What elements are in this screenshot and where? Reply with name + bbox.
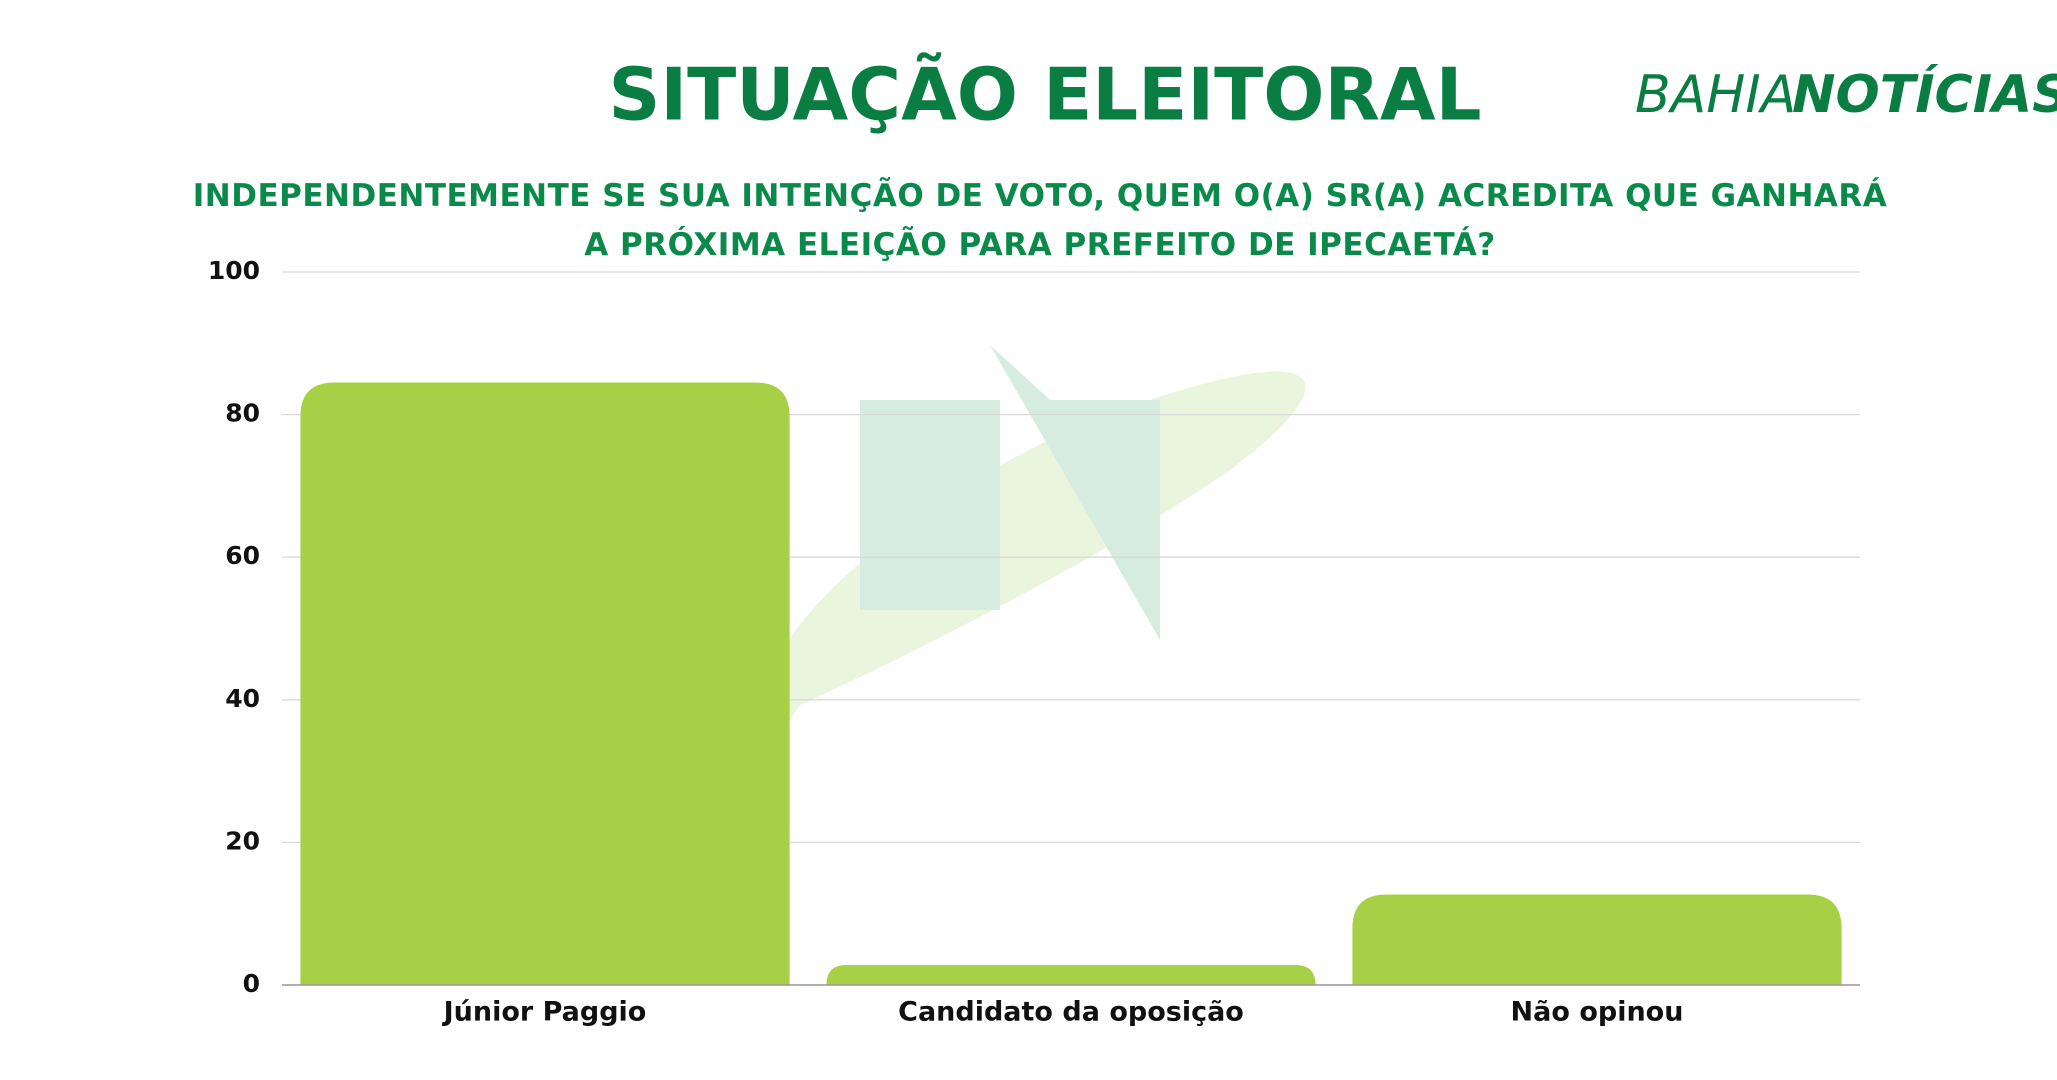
- bar: [826, 965, 1316, 985]
- brand-first: BAHIA: [1635, 65, 1796, 125]
- watermark: [768, 345, 1306, 720]
- y-tick-label: 20: [225, 826, 260, 855]
- chart-title: SITUAÇÃO ELEITORAL: [609, 53, 1482, 137]
- y-tick-label: 60: [225, 541, 260, 570]
- y-tick-label: 40: [225, 684, 260, 713]
- bar: [1352, 894, 1842, 985]
- bar: [300, 382, 790, 985]
- y-tick-label: 80: [225, 399, 260, 428]
- y-tick-label: 0: [243, 969, 260, 998]
- brand-second: NOTÍCIAS: [1792, 64, 2057, 125]
- x-tick-label: Candidato da oposição: [898, 997, 1244, 1028]
- watermark-swoosh: [768, 371, 1306, 720]
- y-tick-label: 100: [208, 256, 260, 285]
- x-tick-label: Não opinou: [1511, 997, 1684, 1028]
- watermark-shape: [860, 345, 1160, 640]
- x-tick-label: Júnior Paggio: [442, 997, 647, 1028]
- chart-subtitle: INDEPENDENTEMENTE SE SUA INTENÇÃO DE VOT…: [192, 178, 1888, 263]
